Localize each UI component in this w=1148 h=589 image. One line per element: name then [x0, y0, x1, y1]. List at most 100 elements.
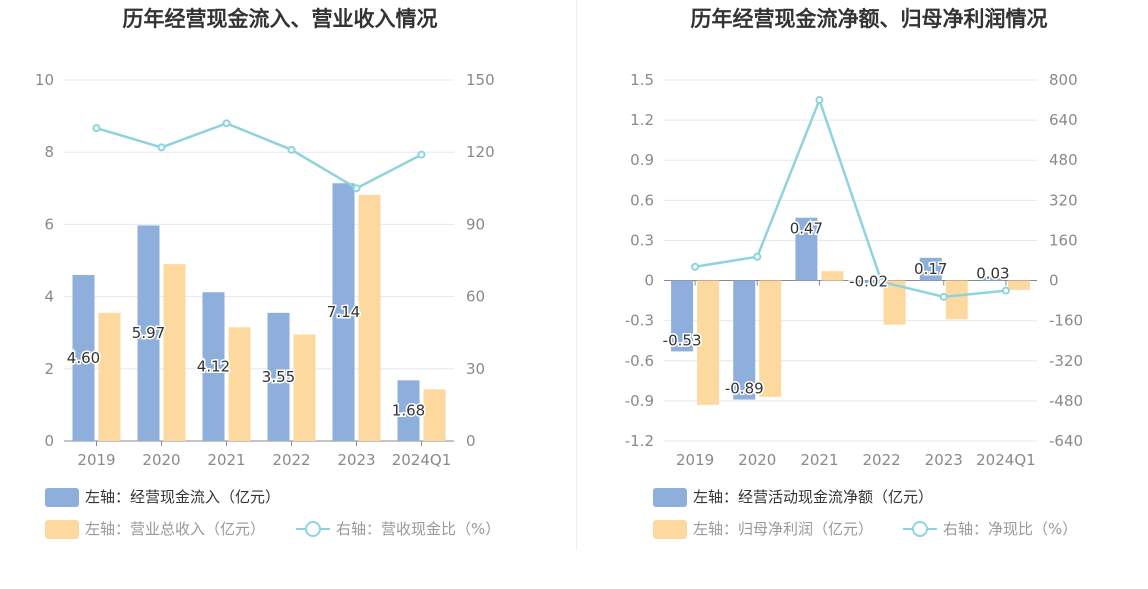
- bar-primary: [671, 280, 694, 352]
- bar-primary: [397, 380, 420, 441]
- legend-label-line: 右轴：营收现金比（%）: [336, 520, 500, 538]
- bar-data-label: 4.12: [197, 358, 230, 376]
- ratio-line-point: [417, 150, 426, 159]
- left-tick-label: 0: [644, 272, 654, 290]
- legend-label-primary: 左轴：经营活动现金流净额（亿元）: [693, 488, 933, 506]
- legend-swatch-secondary: [653, 520, 687, 539]
- legend-line-marker: [912, 521, 928, 537]
- bar-secondary: [697, 280, 720, 405]
- bar-primary: [733, 280, 756, 400]
- x-category-label: 2023: [337, 451, 375, 469]
- bar-secondary: [945, 280, 968, 320]
- left-chart-panel: 历年经营现金流入、营业收入情况 0 0 2 30 4 60 6 90 8 120 10 150 2019 2…: [35, 7, 500, 539]
- legend-label-line: 右轴：净现比（%）: [943, 520, 1077, 538]
- bar-secondary: [1007, 280, 1030, 290]
- bar-secondary: [423, 389, 446, 441]
- x-category-label: 2023: [925, 451, 963, 469]
- right-tick-label: 150: [466, 71, 495, 89]
- bar-data-label: 4.60: [67, 349, 100, 367]
- right-tick-label: 120: [466, 143, 495, 161]
- x-category-label: 2019: [77, 451, 115, 469]
- ratio-line-point: [753, 252, 762, 261]
- ratio-line-point: [222, 119, 231, 128]
- x-category-label: 2021: [207, 451, 245, 469]
- right-chart-panel: 历年经营现金流净额、归母净利润情况 -1.2 -640 -0.9 -480 -0.6 -32…: [577, 0, 1148, 589]
- ratio-line-point: [157, 143, 166, 152]
- right-tick-label: 90: [466, 215, 485, 233]
- right-tick-label: -160: [1049, 312, 1083, 330]
- left-tick-label: -1.2: [625, 432, 654, 450]
- left-tick-label: -0.9: [625, 392, 654, 410]
- bar-primary: [332, 183, 355, 441]
- bar-primary: [857, 280, 880, 284]
- bar-primary: [72, 274, 95, 441]
- left-tick-label: 0.6: [630, 191, 654, 209]
- ratio-line-point: [352, 184, 361, 193]
- left-tick-label: 1.5: [630, 71, 654, 89]
- legend-swatch-secondary: [45, 520, 79, 539]
- legend-label-secondary: 左轴：归母净利润（亿元）: [693, 520, 873, 538]
- right-tick-label: 60: [466, 288, 485, 306]
- chart-title: 历年经营现金流净额、归母净利润情况: [691, 7, 1048, 31]
- right-tick-label: 30: [466, 360, 485, 378]
- x-category-label: 2019: [676, 451, 714, 469]
- ratio-line-point: [877, 277, 886, 286]
- right-tick-label: 320: [1049, 191, 1078, 209]
- bar-secondary: [98, 312, 121, 441]
- right-tick-label: 800: [1049, 71, 1078, 89]
- legend-swatch-primary: [45, 488, 79, 507]
- bar-secondary: [883, 280, 906, 325]
- bar-primary: [202, 292, 225, 441]
- left-tick-label: 1.2: [630, 111, 654, 129]
- bar-data-label: 7.14: [327, 303, 360, 321]
- left-tick-label: 8: [44, 143, 54, 161]
- bar-primary: [795, 217, 818, 281]
- ratio-line-point: [92, 124, 101, 133]
- bar-data-label: -0.02: [849, 273, 888, 291]
- bar-primary: [981, 276, 1004, 281]
- left-tick-label: -0.6: [625, 352, 654, 370]
- right-tick-label: -320: [1049, 352, 1083, 370]
- left-tick-label: 4: [44, 288, 54, 306]
- x-category-label: 2024Q1: [392, 451, 452, 469]
- x-category-label: 2022: [272, 451, 310, 469]
- left-tick-label: 0.9: [630, 151, 654, 169]
- left-tick-label: 10: [35, 71, 54, 89]
- right-tick-label: 640: [1049, 111, 1078, 129]
- legend-label-primary: 左轴：经营现金流入（亿元）: [85, 488, 280, 506]
- ratio-line-point: [815, 96, 824, 105]
- bar-data-label: 0.03: [976, 265, 1009, 283]
- left-tick-label: 0: [44, 432, 54, 450]
- bar-secondary: [163, 264, 186, 441]
- bar-data-label: 0.17: [914, 260, 947, 278]
- left-chart-svg: 历年经营现金流入、营业收入情况 0 0 2 30 4 60 6 90 8 120 10 150 2019 2…: [35, 7, 500, 539]
- legend-label-secondary: 左轴：营业总收入（亿元）: [85, 520, 265, 538]
- bar-primary: [137, 225, 160, 441]
- x-category-label: 2021: [800, 451, 838, 469]
- legend-line-marker: [305, 521, 321, 537]
- ratio-line-point: [691, 262, 700, 271]
- x-category-label: 2022: [862, 451, 900, 469]
- right-chart-svg: 历年经营现金流净额、归母净利润情况 -1.2 -640 -0.9 -480 -0.6 -32…: [625, 7, 1083, 539]
- ratio-line-point: [1001, 286, 1010, 295]
- right-tick-label: -640: [1049, 432, 1083, 450]
- x-category-label: 2020: [738, 451, 776, 469]
- bar-data-label: -0.53: [663, 331, 702, 349]
- right-tick-label: -480: [1049, 392, 1083, 410]
- bar-secondary: [759, 280, 782, 397]
- ratio-line: [694, 96, 1007, 299]
- left-tick-label: 2: [44, 360, 54, 378]
- ratio-line-point: [287, 145, 296, 154]
- right-tick-label: 0: [466, 432, 476, 450]
- legend-swatch-primary: [653, 488, 687, 507]
- bar-data-label: 1.68: [392, 402, 425, 420]
- x-category-label: 2024Q1: [976, 451, 1036, 469]
- left-tick-label: -0.3: [625, 312, 654, 330]
- right-tick-label: 160: [1049, 231, 1078, 249]
- x-category-label: 2020: [142, 451, 180, 469]
- left-tick-label: 6: [44, 215, 54, 233]
- bar-data-label: -0.89: [725, 380, 764, 398]
- ratio-line-point: [939, 292, 948, 301]
- bar-data-label: 0.47: [790, 220, 823, 238]
- chart-title: 历年经营现金流入、营业收入情况: [123, 7, 438, 31]
